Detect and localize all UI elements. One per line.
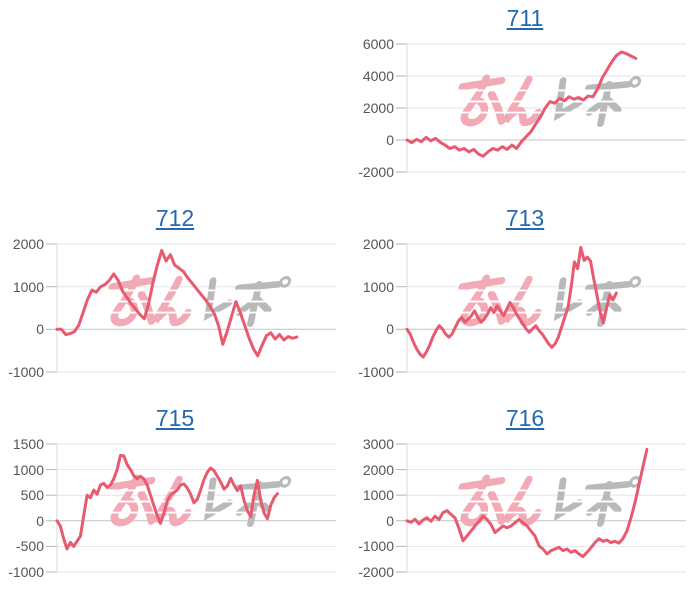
chart-plot-712: 2000 1000 0 -1000 <box>8 236 336 380</box>
chart-grid <box>46 443 336 573</box>
chart-line <box>405 245 618 359</box>
chart-link-713[interactable]: 713 <box>505 205 545 231</box>
y-axis-tick-label: 1000 <box>362 487 394 504</box>
y-axis-tick-label: 0 <box>386 321 394 338</box>
chart-cell-715: 715 1500 1000 500 0 -500 -1000 <box>0 400 350 600</box>
y-axis-tick-label: 0 <box>36 512 44 529</box>
y-axis-tick-label: 2000 <box>362 236 394 252</box>
chart-cell-713: 713 2000 1000 0 -1000 <box>350 200 700 400</box>
y-axis-tick-label: 2000 <box>12 236 44 252</box>
y-axis-tick-label: 2000 <box>362 100 394 116</box>
empty-cell <box>0 0 350 200</box>
y-axis-tick-label: -1000 <box>8 364 44 380</box>
chart-cell-716: 716 3000 2000 1000 0 -1000 -2000 <box>350 400 700 600</box>
chart-plot-716: 3000 2000 1000 0 -1000 -2000 <box>358 436 686 580</box>
chart-plot-713: 2000 1000 0 -1000 <box>358 236 686 380</box>
y-axis-tick-label: 1000 <box>12 461 44 478</box>
y-axis-tick-label: -1000 <box>358 364 394 380</box>
chart-link-716[interactable]: 716 <box>505 405 545 431</box>
chart-cell-711: 711 6000 4000 2000 0 -2000 <box>350 0 700 200</box>
y-axis-tick-label: -500 <box>15 538 44 555</box>
chart-line <box>405 447 649 559</box>
y-axis-tick-label: -1000 <box>8 564 44 580</box>
y-axis-tick-label: 500 <box>20 487 44 504</box>
y-axis-tick-label: -1000 <box>358 538 394 555</box>
y-axis-tick-label: 1500 <box>12 436 44 452</box>
y-axis-tick-label: 6000 <box>362 36 394 52</box>
y-axis-tick-label: 4000 <box>362 68 394 84</box>
y-axis-tick-label: 2000 <box>362 461 394 478</box>
y-axis-tick-label: 0 <box>386 512 394 529</box>
y-axis-tick-label: 0 <box>386 132 394 148</box>
y-axis-tick-label: 1000 <box>362 278 394 295</box>
chart-plot-711: 6000 4000 2000 0 -2000 <box>358 36 686 180</box>
chart-link-711[interactable]: 711 <box>506 5 544 31</box>
y-axis-tick-label: -2000 <box>358 164 394 180</box>
chart-line <box>405 50 638 158</box>
chart-link-712[interactable]: 712 <box>155 205 195 231</box>
chart-line <box>55 453 279 551</box>
chart-line <box>55 248 299 358</box>
chart-cell-712: 712 2000 1000 0 -1000 <box>0 200 350 400</box>
y-axis-tick-label: 3000 <box>362 436 394 452</box>
chart-link-715[interactable]: 715 <box>155 405 195 431</box>
y-axis-tick-label: 0 <box>36 321 44 338</box>
chart-grid <box>396 443 686 573</box>
chart-plot-715: 1500 1000 500 0 -500 -1000 <box>8 436 336 580</box>
y-axis-tick-label: -2000 <box>358 564 394 580</box>
y-axis-tick-label: 1000 <box>12 278 44 295</box>
